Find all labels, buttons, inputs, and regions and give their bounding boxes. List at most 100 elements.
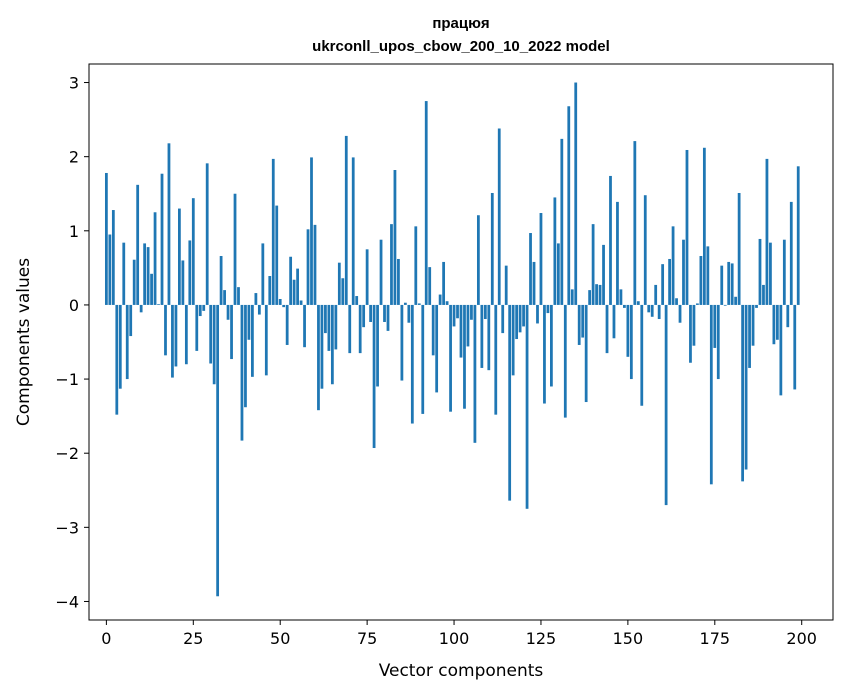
bar <box>397 258 400 305</box>
bar <box>550 304 553 387</box>
bar <box>428 267 432 305</box>
bar <box>125 304 129 380</box>
bar <box>285 304 289 345</box>
bar <box>483 304 487 320</box>
bar <box>303 304 306 348</box>
y-tick-label: 3 <box>69 74 79 93</box>
bar <box>741 304 744 482</box>
bar <box>191 198 195 305</box>
bar <box>223 290 226 305</box>
x-tick-label: 75 <box>357 629 377 648</box>
bar <box>195 304 199 351</box>
bar <box>393 170 397 305</box>
y-tick-label: −2 <box>55 444 79 463</box>
bar <box>470 304 473 320</box>
x-axis-ticks: 0 25 50 75 100 125 150 175 200 <box>101 620 817 648</box>
bar <box>115 304 119 415</box>
bar <box>174 304 178 367</box>
bar <box>546 304 550 314</box>
bar <box>602 244 605 305</box>
bar <box>661 264 665 305</box>
bar <box>348 304 352 354</box>
bar <box>337 262 341 305</box>
bar <box>202 304 206 311</box>
bar <box>275 205 279 305</box>
bar <box>438 294 442 305</box>
bar <box>737 192 741 305</box>
bar <box>487 304 491 371</box>
bar <box>261 243 265 305</box>
bar <box>504 265 508 305</box>
bar <box>164 304 167 356</box>
bar <box>529 233 532 305</box>
bar <box>226 304 230 320</box>
bar <box>268 276 272 305</box>
bar <box>251 304 254 377</box>
bar <box>508 304 512 501</box>
bar <box>167 143 171 305</box>
bar <box>184 304 188 365</box>
bar <box>612 304 616 339</box>
bar <box>730 263 734 305</box>
bar <box>230 304 233 360</box>
bar <box>247 304 251 340</box>
bar <box>539 213 543 305</box>
bar <box>796 166 800 305</box>
bar <box>108 234 112 305</box>
bar <box>522 304 525 327</box>
bar <box>104 172 108 305</box>
bar <box>755 304 758 308</box>
bar <box>595 284 598 305</box>
bar <box>511 304 515 376</box>
bar <box>685 149 689 305</box>
bar <box>616 201 619 305</box>
bar <box>118 304 122 389</box>
bar <box>237 287 240 305</box>
bar <box>463 304 466 409</box>
bar <box>476 215 480 305</box>
bar <box>330 304 334 385</box>
bar <box>431 304 435 356</box>
bar <box>369 304 372 322</box>
bar <box>410 304 414 424</box>
bar <box>494 304 498 415</box>
bar <box>143 243 147 305</box>
y-axis-ticks: −4 −3 −2 −1 0 1 2 3 <box>55 74 89 611</box>
bar <box>623 304 626 308</box>
bar <box>282 304 286 308</box>
bar <box>344 135 348 305</box>
bar <box>515 304 519 340</box>
bar <box>313 224 317 305</box>
bar <box>553 197 557 305</box>
x-tick-label: 125 <box>526 629 557 648</box>
bar <box>296 268 299 305</box>
bar <box>609 175 612 305</box>
bar <box>598 284 602 305</box>
bar <box>233 193 237 305</box>
bar <box>723 304 727 306</box>
bar <box>581 304 585 338</box>
bar <box>324 304 327 334</box>
bar <box>153 212 157 305</box>
bar <box>449 304 452 412</box>
bar <box>664 304 668 506</box>
bar <box>216 304 220 597</box>
bar <box>414 226 418 305</box>
bar <box>442 261 446 305</box>
bar <box>619 289 623 305</box>
bar <box>445 301 449 305</box>
bar <box>289 256 293 305</box>
bar <box>696 303 699 305</box>
chart-title-line1: працюя <box>432 15 489 32</box>
bar <box>490 192 494 305</box>
bar <box>129 304 133 337</box>
bar <box>205 163 209 305</box>
bar <box>775 304 779 340</box>
bar <box>782 239 786 305</box>
bar <box>178 208 181 305</box>
bar <box>668 258 671 305</box>
bar <box>682 239 685 305</box>
bar <box>355 296 359 305</box>
bar <box>501 304 505 334</box>
